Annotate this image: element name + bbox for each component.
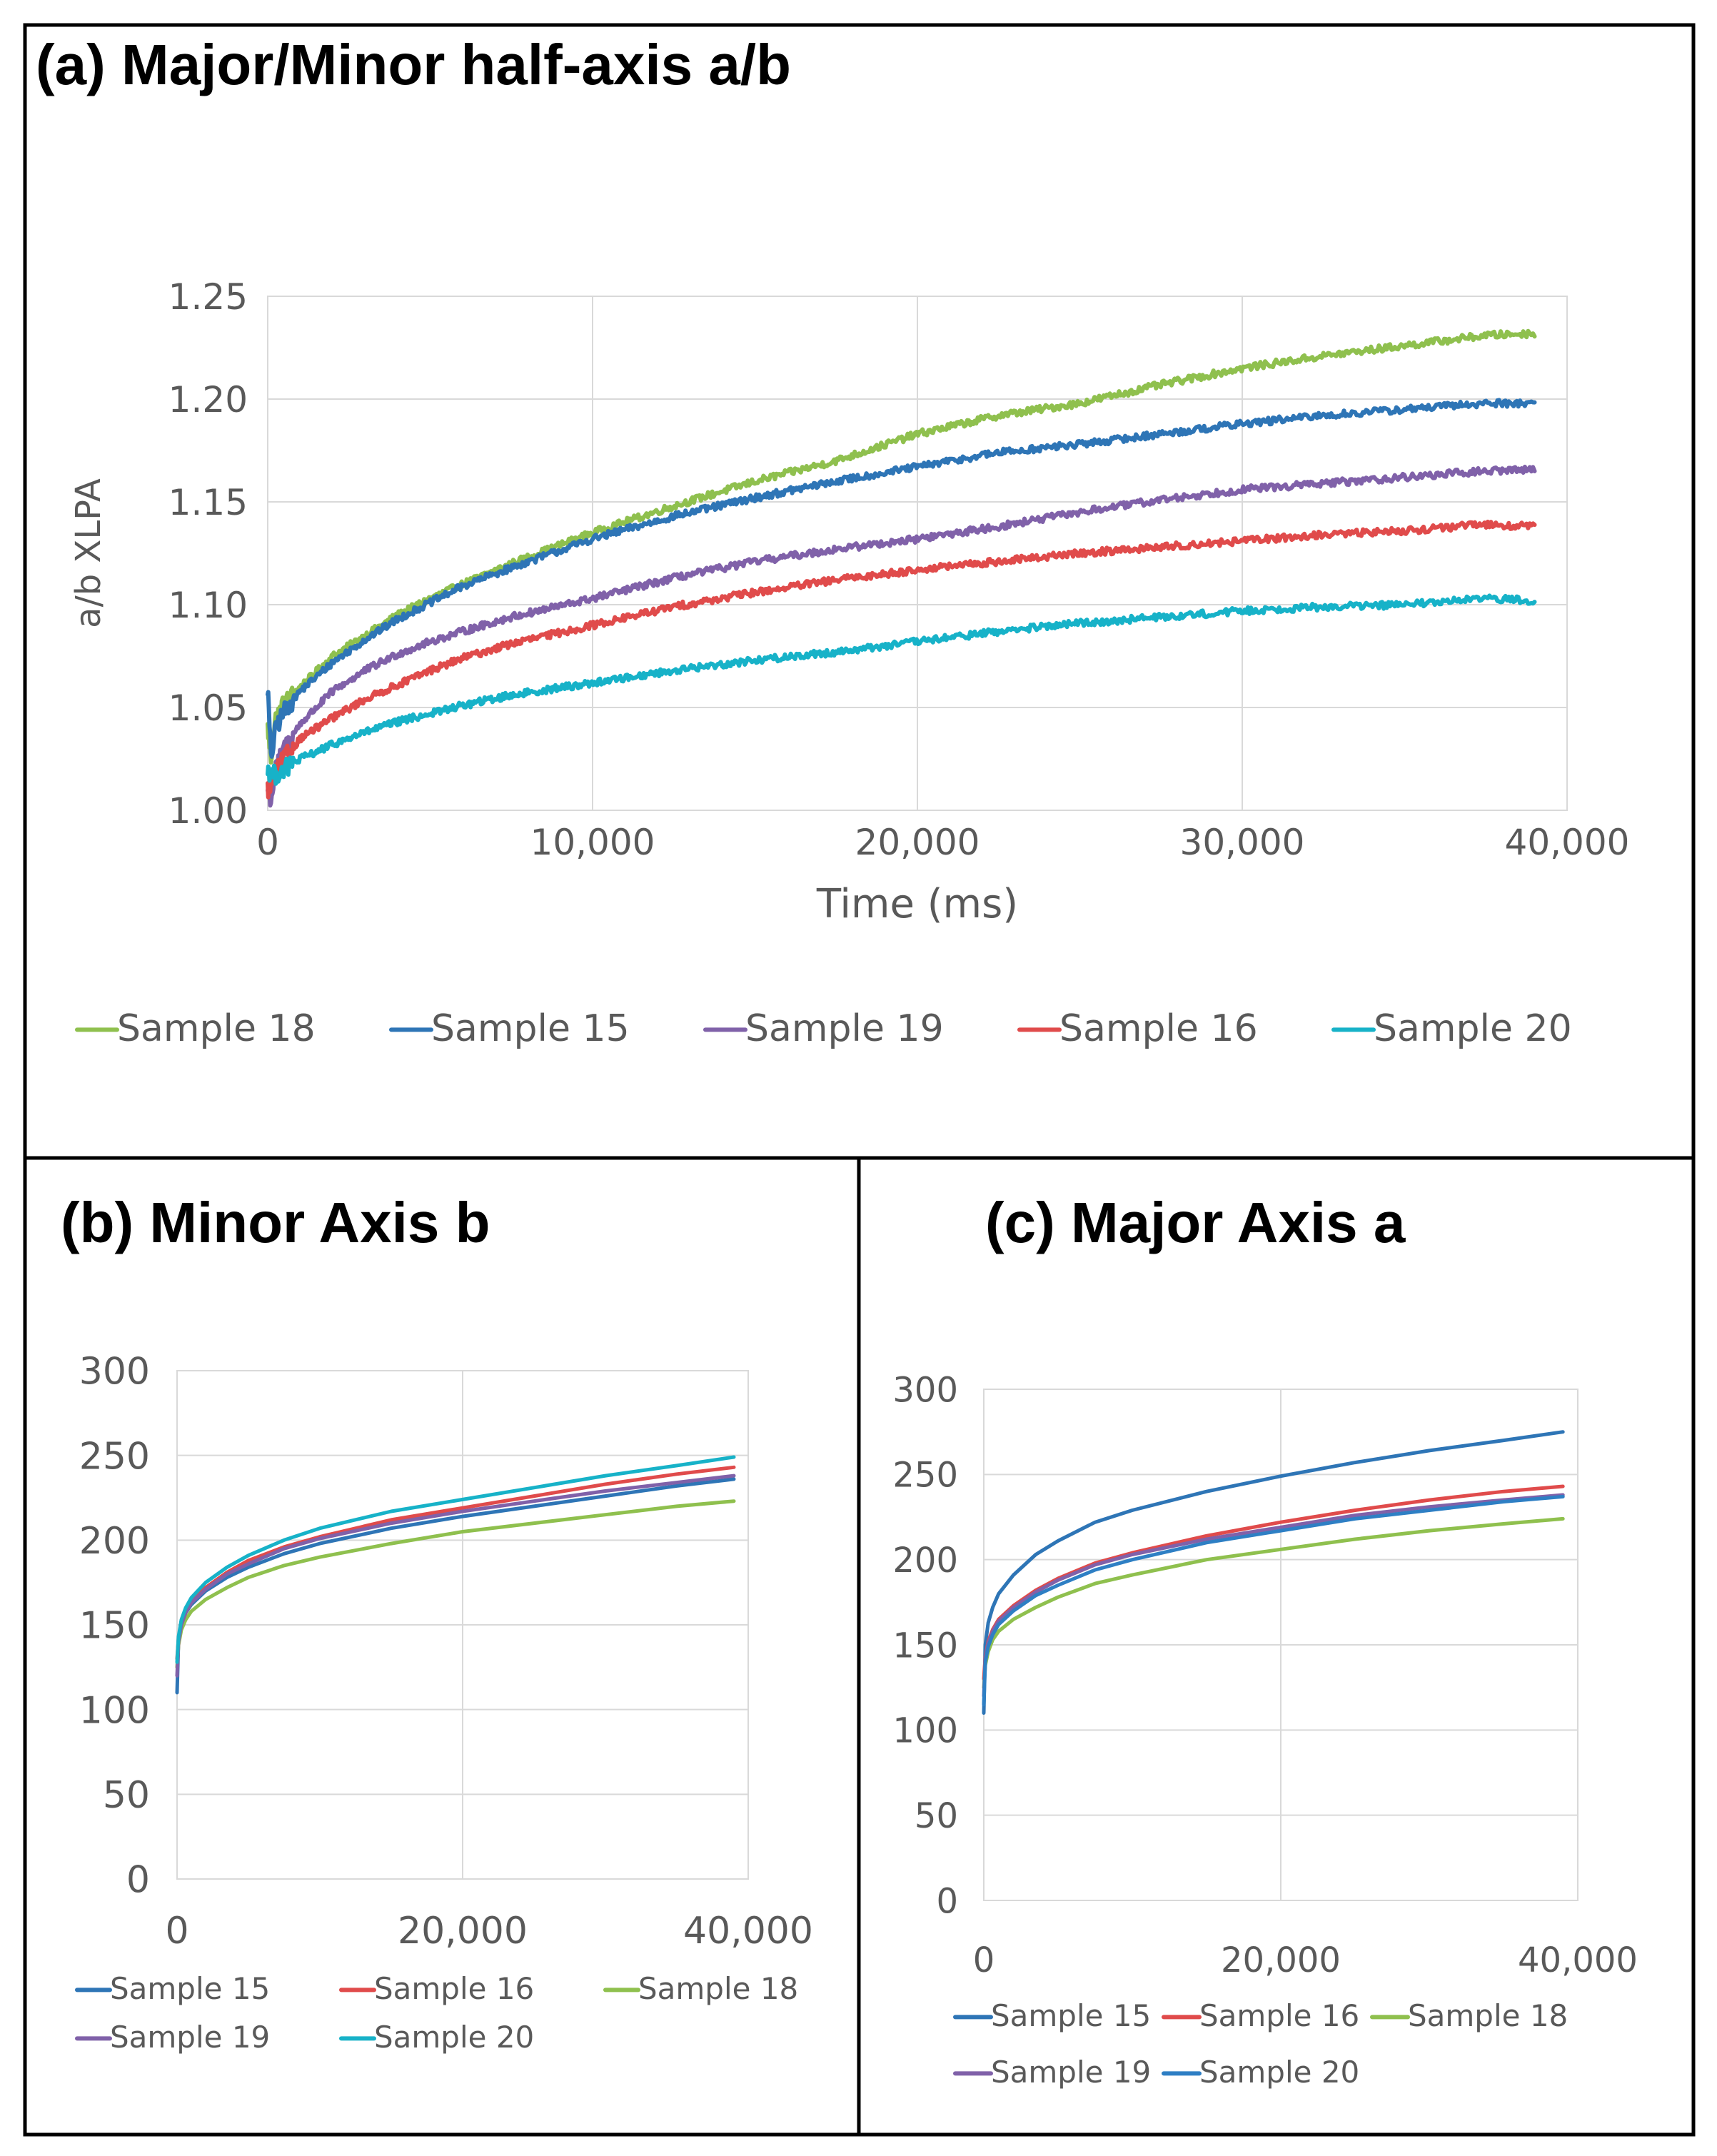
panel-c-border xyxy=(857,1156,1696,2137)
x-tick-label: 40,000 xyxy=(1518,1940,1638,1980)
y-tick-label: 50 xyxy=(103,1774,150,1817)
legend-label: Sample 18 xyxy=(638,1971,798,2006)
y-tick-label: 200 xyxy=(892,1541,958,1581)
legend-label: Sample 16 xyxy=(1059,1007,1258,1050)
series-line-sample-18 xyxy=(982,1516,1565,1690)
series-line-sample-18 xyxy=(175,1499,736,1669)
series-line-sample-20 xyxy=(266,593,1537,786)
y-tick-label: 50 xyxy=(915,1796,958,1836)
x-tick-label: 0 xyxy=(256,822,279,863)
y-tick-label: 250 xyxy=(892,1456,958,1496)
x-tick-label: 0 xyxy=(973,1940,995,1980)
series-line-sample-20 xyxy=(175,1455,736,1664)
panel-b-title: (b) Minor Axis b xyxy=(61,1191,490,1254)
series-line-sample-20 xyxy=(982,1494,1565,1706)
chart-c: 0 50 100 150 200 250 300 0 20,000 40,000 Sample 15… xyxy=(892,1370,1638,2090)
y-tick-label: 150 xyxy=(79,1605,150,1648)
panel-a-border xyxy=(23,23,1696,1160)
y-axis-label: a/b XLPA xyxy=(69,478,109,628)
series-line-sample-18 xyxy=(266,328,1537,765)
series-line-sample-15 xyxy=(266,398,1537,759)
panel-a-title: (a) Major/Minor half-axis a/b xyxy=(36,33,791,96)
x-tick-label: 20,000 xyxy=(398,1910,528,1953)
y-tick-label: 1.15 xyxy=(168,482,248,523)
series-line-sample-16 xyxy=(266,519,1537,800)
legend-label: Sample 20 xyxy=(1199,2055,1359,2090)
y-tick-label: 200 xyxy=(79,1520,150,1563)
legend-label: Sample 19 xyxy=(745,1007,944,1050)
x-tick-label: 0 xyxy=(165,1910,188,1953)
y-tick-label: 300 xyxy=(79,1351,150,1394)
y-tick-label: 1.00 xyxy=(168,790,248,832)
x-tick-label: 40,000 xyxy=(683,1910,813,1953)
legend-label: Sample 18 xyxy=(117,1007,316,1050)
series-line-sample-16 xyxy=(982,1484,1565,1681)
x-tick-label: 20,000 xyxy=(1221,1940,1341,1980)
x-axis-label: Time (ms) xyxy=(816,881,1018,927)
y-tick-label: 100 xyxy=(79,1689,150,1732)
y-tick-label: 0 xyxy=(936,1881,958,1921)
x-tick-label: 40,000 xyxy=(1505,822,1630,863)
legend-label: Sample 20 xyxy=(374,2020,534,2055)
legend-label: Sample 15 xyxy=(110,1971,270,2006)
legend-label: Sample 15 xyxy=(991,1998,1151,2033)
legend-label: Sample 19 xyxy=(991,2055,1151,2090)
y-tick-label: 0 xyxy=(126,1859,150,1902)
y-tick-label: 300 xyxy=(892,1370,958,1410)
legend-label: Sample 20 xyxy=(1374,1007,1572,1050)
chart-a: 1.00 1.05 1.10 1.15 1.20 1.25 0 10,000 20,000 30,… xyxy=(69,276,1629,1050)
panel-c-title: (c) Major Axis a xyxy=(985,1191,1406,1254)
y-tick-label: 250 xyxy=(79,1435,150,1478)
y-tick-label: 1.05 xyxy=(168,687,248,729)
x-tick-label: 20,000 xyxy=(855,822,980,863)
x-tick-label: 10,000 xyxy=(530,822,655,863)
chart-b: 0 50 100 150 200 250 300 0 20,000 40,000 Sample 15… xyxy=(75,1351,813,2055)
y-tick-label: 150 xyxy=(892,1626,958,1666)
series-line-sample-19 xyxy=(266,464,1537,808)
series-line-sample-15 xyxy=(982,1430,1565,1715)
y-tick-label: 1.20 xyxy=(168,379,248,420)
y-tick-label: 100 xyxy=(892,1711,958,1751)
series-line-sample-19 xyxy=(175,1474,736,1678)
y-tick-label: 1.25 xyxy=(168,276,248,318)
legend-label: Sample 16 xyxy=(1199,1998,1359,2033)
legend-label: Sample 16 xyxy=(374,1971,534,2006)
legend-label: Sample 15 xyxy=(431,1007,630,1050)
legend-label: Sample 19 xyxy=(110,2020,270,2055)
y-tick-label: 1.10 xyxy=(168,585,248,626)
legend-label: Sample 18 xyxy=(1408,1998,1568,2033)
x-tick-label: 30,000 xyxy=(1180,822,1305,863)
